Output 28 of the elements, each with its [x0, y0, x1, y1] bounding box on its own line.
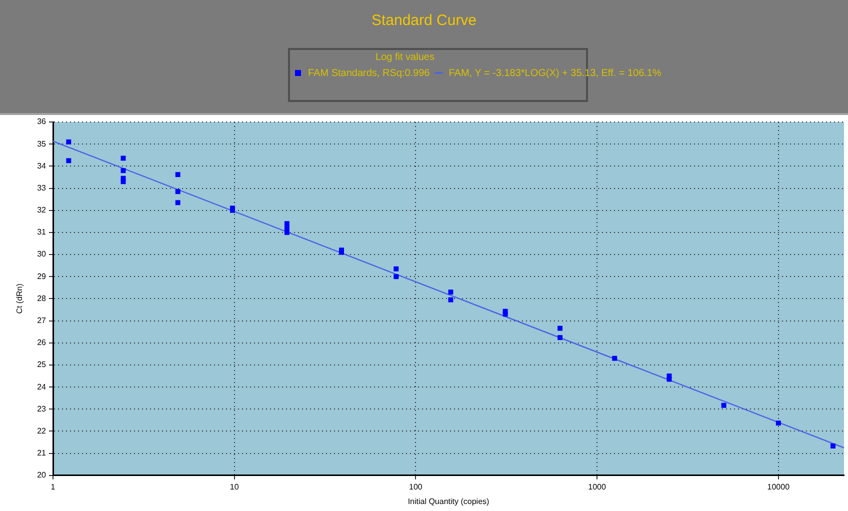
chart-title: Standard Curve — [371, 12, 477, 30]
x-tick-label: 100 — [409, 482, 423, 492]
x-axis-title: Initial Quantity (copies) — [408, 497, 490, 506]
x-tick-label: 1000 — [588, 482, 606, 492]
y-tick-label: 35 — [37, 139, 47, 148]
y-tick-label: 26 — [37, 338, 47, 348]
y-tick-label: 32 — [37, 206, 47, 215]
x-tick-label: 10000 — [767, 482, 790, 492]
y-tick-label: 23 — [37, 404, 47, 414]
legend-label: FAM Standards, RSq:0.996 — [308, 68, 430, 79]
y-tick-label: 21 — [37, 448, 47, 458]
y-tick-label: 27 — [37, 316, 47, 325]
x-tick-label: 1 — [50, 482, 56, 492]
y-axis-title: Ct (dRn) — [15, 283, 24, 314]
y-tick-label: 22 — [37, 426, 47, 436]
y-tick-label: 25 — [37, 360, 47, 370]
y-tick-label: 20 — [37, 470, 47, 480]
x-tick-label: 10 — [230, 482, 240, 492]
legend-label: FAM, Y = -3.183*LOG(X) + 35.13, Eff. = 106.1% — [448, 68, 662, 79]
y-tick-label: 24 — [37, 382, 47, 392]
legend-title: Log fit values — [376, 52, 434, 63]
y-tick-label: 33 — [37, 183, 47, 192]
y-tick-label: 36 — [37, 117, 47, 126]
y-tick-label: 30 — [37, 250, 47, 259]
y-tick-label: 34 — [37, 161, 47, 170]
y-tick-label: 28 — [37, 294, 47, 303]
y-tick-label: 29 — [37, 272, 47, 281]
y-tick-label: 31 — [37, 228, 47, 237]
